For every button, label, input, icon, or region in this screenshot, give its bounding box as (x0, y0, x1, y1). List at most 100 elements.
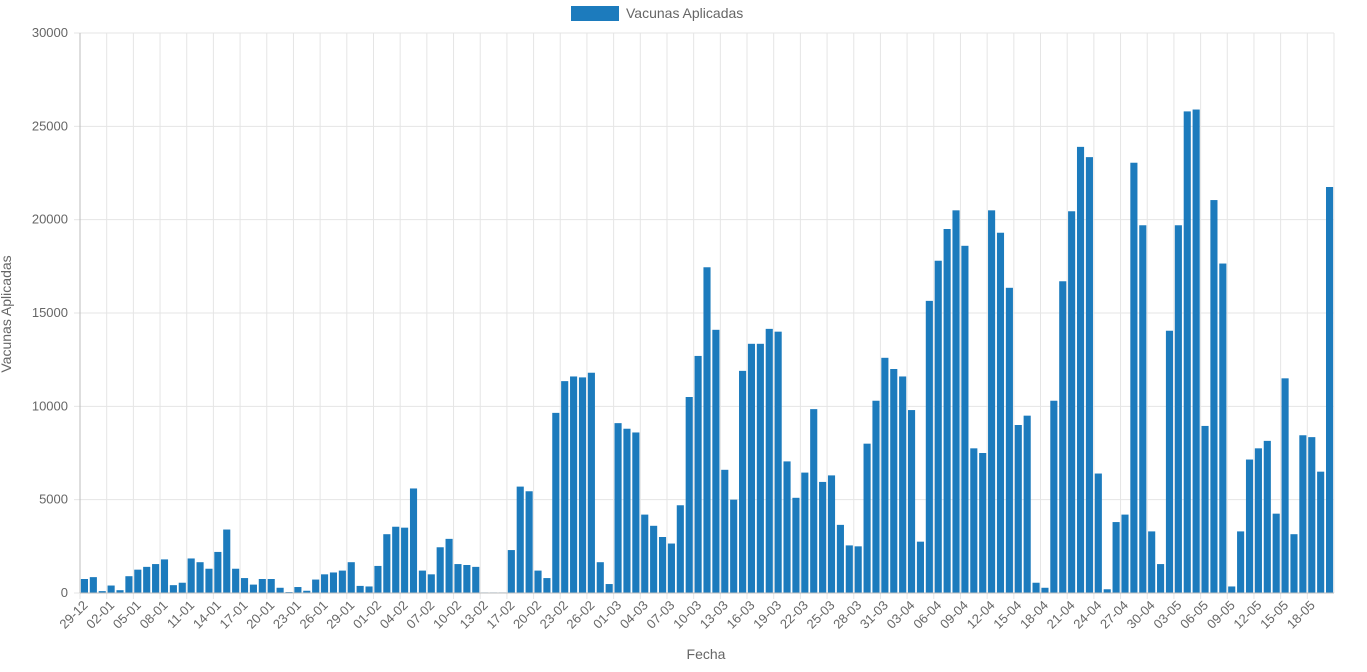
bar[interactable] (685, 397, 693, 593)
bar[interactable] (1228, 586, 1236, 593)
bar[interactable] (996, 232, 1005, 593)
bar[interactable] (641, 514, 649, 593)
bar[interactable] (409, 488, 418, 593)
bar[interactable] (881, 357, 889, 593)
bar[interactable] (872, 400, 880, 593)
bar[interactable] (614, 423, 622, 593)
bar[interactable] (240, 578, 249, 593)
bar[interactable] (276, 587, 284, 593)
bar[interactable] (979, 453, 987, 593)
bar[interactable] (739, 370, 747, 593)
bar[interactable] (187, 558, 195, 593)
bar[interactable] (1103, 589, 1111, 593)
bar[interactable] (116, 590, 124, 593)
bar[interactable] (392, 526, 400, 593)
bar[interactable] (1157, 564, 1165, 593)
bar[interactable] (160, 559, 169, 593)
bar[interactable] (365, 586, 373, 593)
bar[interactable] (205, 568, 213, 593)
bar[interactable] (570, 376, 578, 593)
bar[interactable] (401, 527, 409, 593)
bar[interactable] (694, 355, 702, 593)
bar[interactable] (223, 529, 231, 593)
bar[interactable] (730, 499, 738, 593)
bar[interactable] (436, 547, 444, 593)
bar[interactable] (258, 579, 266, 593)
bar[interactable] (1014, 425, 1022, 593)
bar[interactable] (596, 562, 604, 593)
bar[interactable] (232, 568, 240, 593)
bar[interactable] (747, 343, 756, 593)
bar[interactable] (712, 329, 720, 593)
bar[interactable] (658, 537, 667, 593)
bar[interactable] (1165, 330, 1174, 593)
bar[interactable] (605, 584, 613, 593)
bar[interactable] (1183, 111, 1191, 594)
bar[interactable] (1076, 146, 1085, 593)
bar[interactable] (1068, 211, 1076, 593)
bar[interactable] (1219, 263, 1227, 593)
bar[interactable] (107, 585, 115, 593)
bar[interactable] (143, 566, 151, 593)
bar[interactable] (890, 369, 898, 593)
bar[interactable] (1237, 531, 1245, 593)
bar[interactable] (943, 229, 951, 593)
bar[interactable] (338, 570, 346, 593)
bar[interactable] (214, 551, 222, 593)
bar[interactable] (1308, 437, 1316, 593)
bar[interactable] (801, 472, 809, 593)
bar[interactable] (970, 448, 978, 593)
bar[interactable] (792, 497, 800, 593)
bar[interactable] (1263, 440, 1271, 593)
bar[interactable] (907, 410, 916, 593)
bar[interactable] (152, 564, 160, 593)
bar[interactable] (1023, 415, 1031, 593)
bar[interactable] (1041, 587, 1049, 593)
bar[interactable] (934, 260, 942, 593)
bar[interactable] (525, 491, 533, 593)
bar[interactable] (623, 428, 631, 593)
bar[interactable] (454, 564, 462, 593)
bar[interactable] (267, 579, 275, 593)
bar[interactable] (1085, 157, 1093, 593)
bar[interactable] (925, 300, 933, 593)
bar[interactable] (952, 210, 960, 594)
bar[interactable] (418, 570, 426, 593)
bar[interactable] (578, 377, 587, 593)
bar[interactable] (650, 525, 658, 593)
bar[interactable] (347, 562, 355, 593)
bar[interactable] (321, 574, 329, 593)
bar[interactable] (463, 565, 471, 593)
bar[interactable] (988, 210, 996, 594)
bar[interactable] (667, 543, 675, 593)
bar[interactable] (1094, 473, 1102, 593)
bar[interactable] (561, 381, 569, 593)
bar[interactable] (80, 579, 89, 593)
bar[interactable] (1050, 400, 1058, 593)
bar[interactable] (534, 570, 542, 593)
bar[interactable] (632, 432, 640, 593)
bar[interactable] (543, 578, 551, 593)
bar[interactable] (1005, 287, 1013, 593)
bar[interactable] (472, 566, 480, 593)
bar[interactable] (1325, 187, 1334, 593)
bar[interactable] (1121, 514, 1129, 593)
bar[interactable] (374, 565, 382, 593)
bar[interactable] (312, 579, 320, 593)
bar[interactable] (303, 590, 311, 593)
bar[interactable] (863, 443, 871, 593)
bar[interactable] (134, 569, 142, 593)
bar[interactable] (774, 331, 782, 593)
bar[interactable] (1130, 162, 1138, 593)
bar[interactable] (756, 343, 764, 593)
bar[interactable] (1245, 459, 1254, 593)
bar[interactable] (721, 469, 729, 593)
bar[interactable] (383, 534, 391, 593)
bar[interactable] (765, 328, 773, 593)
bar[interactable] (1281, 378, 1289, 593)
bar[interactable] (329, 572, 338, 593)
bar[interactable] (961, 245, 969, 594)
bar[interactable] (1254, 448, 1262, 593)
bar[interactable] (507, 550, 515, 593)
bar[interactable] (178, 582, 186, 593)
